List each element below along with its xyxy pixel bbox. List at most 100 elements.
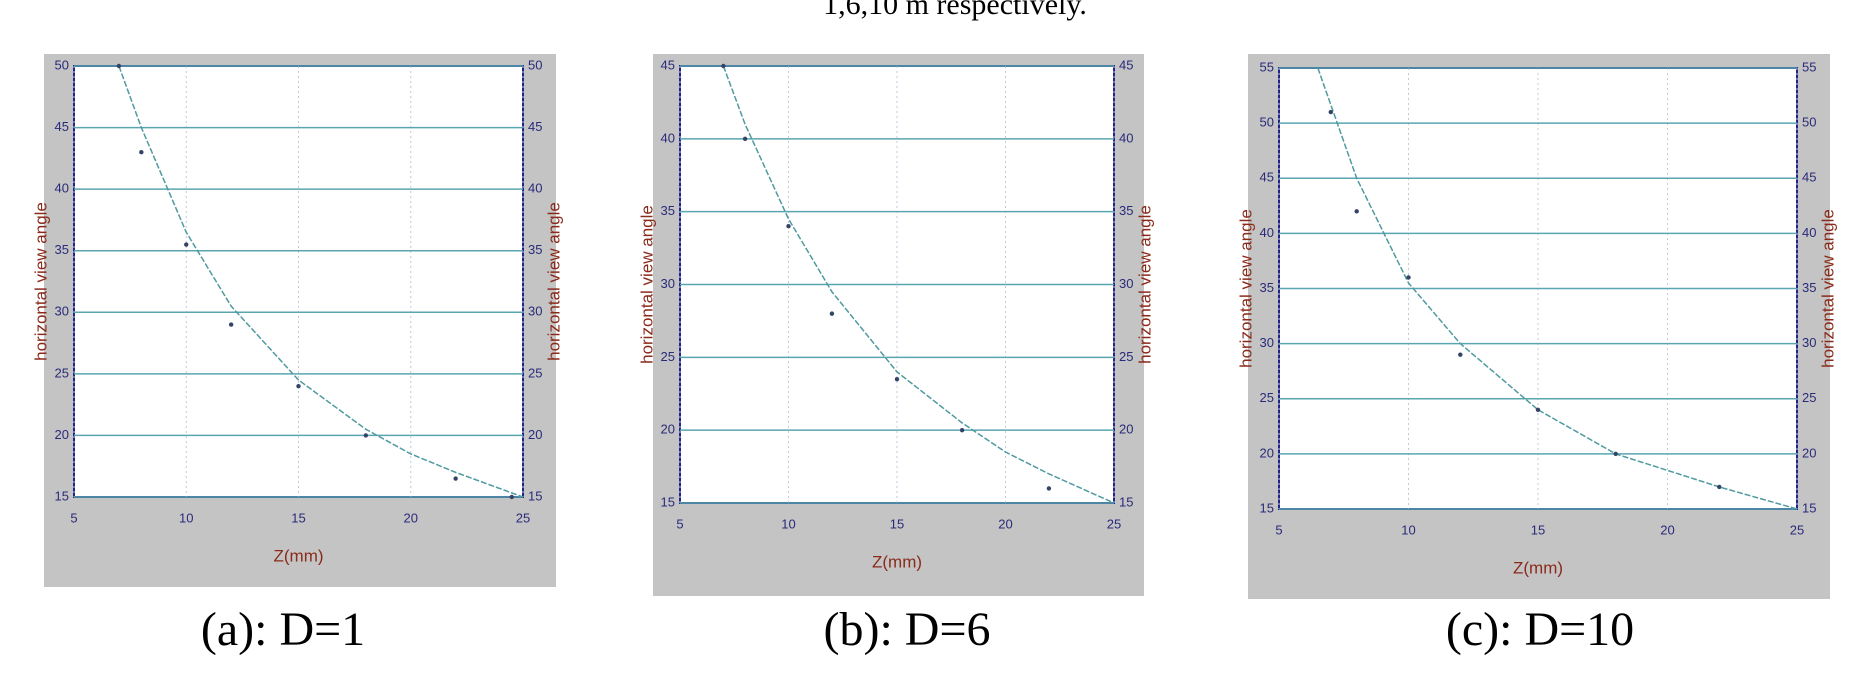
y-tick-label: 20 (1260, 445, 1274, 460)
y-tick-label-right: 50 (528, 57, 542, 72)
fit-line (722, 65, 1115, 504)
y-tick-label: 40 (1260, 225, 1274, 240)
y-tick-label-right: 25 (1802, 390, 1816, 405)
caption: (c): D=10 (1446, 603, 1634, 656)
x-tick-label: 20 (1660, 522, 1674, 537)
y-tick-label: 50 (55, 57, 69, 72)
y-tick-label: 25 (1260, 390, 1274, 405)
y-tick-label: 30 (661, 276, 675, 291)
y-tick-label: 40 (55, 181, 69, 196)
data-point (1717, 484, 1722, 490)
y-tick-label-right: 35 (1802, 280, 1816, 295)
data-point (1354, 209, 1359, 214)
x-axis-label: Z(mm) (1513, 558, 1563, 577)
y-tick-label: 25 (55, 365, 69, 380)
data-point (1328, 109, 1334, 115)
data-point (1535, 407, 1541, 412)
y-tick-label: 40 (661, 130, 675, 145)
x-tick-label: 20 (998, 516, 1012, 531)
caption: (a): D=1 (201, 603, 365, 656)
y-tick-label-right: 25 (1119, 349, 1133, 364)
data-point (1613, 451, 1618, 457)
y-tick-label: 25 (661, 349, 675, 364)
data-point (786, 224, 791, 229)
y-tick-label: 20 (661, 422, 675, 437)
y-tick-label: 35 (1260, 280, 1274, 295)
y-tick-label: 55 (1260, 59, 1274, 74)
data-point (829, 311, 835, 316)
data-point (228, 322, 234, 327)
x-tick-label: 15 (890, 516, 904, 531)
y-tick-label: 45 (1260, 170, 1274, 185)
y-tick-label-right: 20 (1802, 445, 1816, 460)
data-point (1046, 486, 1052, 491)
data-point (363, 433, 369, 438)
x-axis-label: Z(mm) (872, 552, 922, 571)
y-tick-label: 45 (661, 57, 675, 72)
y-tick-label-right: 40 (1119, 130, 1133, 145)
y-tick-label-right: 15 (1802, 500, 1816, 515)
y-tick-label: 15 (1260, 500, 1274, 515)
x-tick-label: 5 (676, 516, 683, 531)
y-tick-label-right: 15 (1119, 494, 1133, 509)
y-axis-label-right: horizontal view angle (544, 202, 563, 361)
y-tick-label-right: 35 (1119, 203, 1133, 218)
data-point (894, 376, 900, 382)
y-tick-label-right: 30 (528, 304, 542, 319)
data-point (509, 494, 514, 500)
y-tick-label-right: 50 (1802, 115, 1816, 130)
x-tick-label: 20 (404, 510, 418, 525)
data-point (742, 136, 748, 142)
y-axis-label-right: horizontal view angle (1818, 209, 1837, 368)
y-tick-label: 30 (55, 304, 69, 319)
x-tick-label: 10 (781, 516, 795, 531)
y-tick-label: 15 (661, 494, 675, 509)
y-tick-label: 20 (55, 427, 69, 442)
x-tick-label: 25 (516, 510, 530, 525)
x-tick-label: 10 (1401, 522, 1415, 537)
y-axis-label-right: horizontal view angle (1135, 205, 1154, 364)
y-axis-label: horizontal view angle (637, 205, 656, 364)
y-tick-label: 50 (1260, 115, 1274, 130)
data-point (453, 476, 458, 481)
data-point (184, 242, 189, 247)
fit-line (118, 65, 524, 498)
y-tick-label: 35 (661, 203, 675, 218)
y-tick-label-right: 45 (528, 119, 542, 134)
y-tick-label: 35 (55, 242, 69, 257)
y-tick-label-right: 35 (528, 242, 542, 257)
x-tick-label: 15 (1531, 522, 1545, 537)
y-tick-label-right: 30 (1802, 335, 1816, 350)
y-tick-label: 45 (55, 119, 69, 134)
data-point (1406, 275, 1411, 280)
data-point (721, 63, 726, 69)
y-tick-label-right: 20 (1119, 422, 1133, 437)
x-axis-label: Z(mm) (273, 546, 323, 565)
data-point (296, 383, 301, 389)
y-tick-label: 15 (55, 488, 69, 503)
header-text: 1,6,10 m respectively. (823, 0, 1087, 21)
x-tick-label: 25 (1107, 516, 1121, 531)
y-axis-label: horizontal view angle (1236, 209, 1255, 368)
y-tick-label-right: 15 (528, 488, 542, 503)
fit-line (1317, 67, 1798, 510)
y-tick-label-right: 55 (1802, 59, 1816, 74)
y-axis-label: horizontal view angle (31, 202, 50, 361)
y-tick-label-right: 45 (1802, 170, 1816, 185)
x-tick-label: 5 (70, 510, 77, 525)
y-tick-label: 30 (1260, 335, 1274, 350)
data-point (1458, 352, 1463, 357)
x-tick-label: 15 (291, 510, 305, 525)
x-tick-label: 25 (1790, 522, 1804, 537)
x-tick-label: 10 (179, 510, 193, 525)
data-point (959, 427, 965, 433)
y-tick-label-right: 25 (528, 365, 542, 380)
y-tick-label-right: 30 (1119, 276, 1133, 291)
y-tick-label-right: 40 (528, 181, 542, 196)
y-tick-label-right: 20 (528, 427, 542, 442)
x-tick-label: 5 (1275, 522, 1282, 537)
y-tick-label-right: 45 (1119, 57, 1133, 72)
caption: (b): D=6 (823, 603, 990, 656)
